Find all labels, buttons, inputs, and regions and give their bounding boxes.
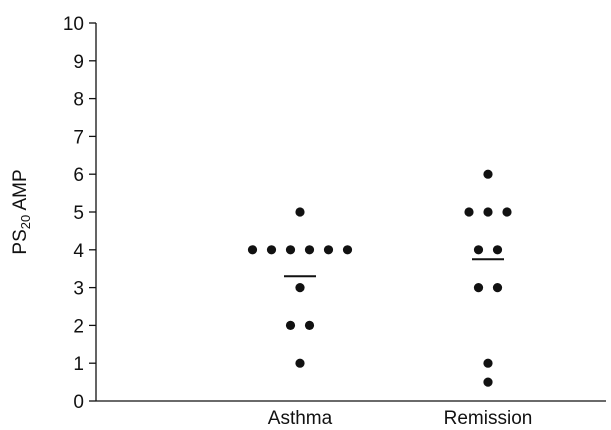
data-point (342, 245, 353, 255)
y-tick-label: 7 (73, 127, 84, 148)
y-axis: 0 1 2 3 4 5 6 7 8 9 10 (63, 14, 97, 413)
data-point (304, 245, 315, 255)
data-point (464, 207, 474, 217)
y-tick-label: 9 (73, 52, 84, 73)
data-point (295, 358, 305, 368)
data-point (492, 245, 503, 255)
data-point (295, 283, 305, 293)
data-point (285, 245, 296, 255)
y-tick-label: 4 (73, 241, 84, 262)
data-points (247, 169, 512, 387)
data-point (483, 377, 493, 387)
x-tick-label: Asthma (268, 408, 333, 429)
y-tick-label: 2 (73, 316, 84, 337)
y-tick-label: 1 (73, 354, 84, 375)
x-axis: Asthma Remission (96, 400, 606, 429)
y-tick-label: 3 (73, 279, 84, 300)
data-point (483, 207, 493, 217)
y-tick-label: 6 (73, 165, 84, 186)
y-tick-label: 5 (73, 203, 84, 224)
data-point (285, 320, 296, 330)
x-tick-label: Remission (444, 408, 533, 429)
data-point (247, 245, 258, 255)
data-point (304, 320, 315, 330)
data-point (295, 207, 305, 217)
y-tick-label: 10 (63, 14, 84, 35)
data-point (473, 283, 484, 293)
y-axis-title: PS20 AMP (10, 169, 33, 254)
data-point (483, 358, 493, 368)
y-tick-label: 8 (73, 90, 84, 111)
data-point (502, 207, 512, 217)
data-point (266, 245, 277, 255)
mean-lines (284, 258, 504, 278)
data-point (483, 169, 493, 179)
y-tick-label: 0 (73, 392, 84, 413)
data-point (492, 283, 503, 293)
data-point (473, 245, 484, 255)
data-point (323, 245, 334, 255)
